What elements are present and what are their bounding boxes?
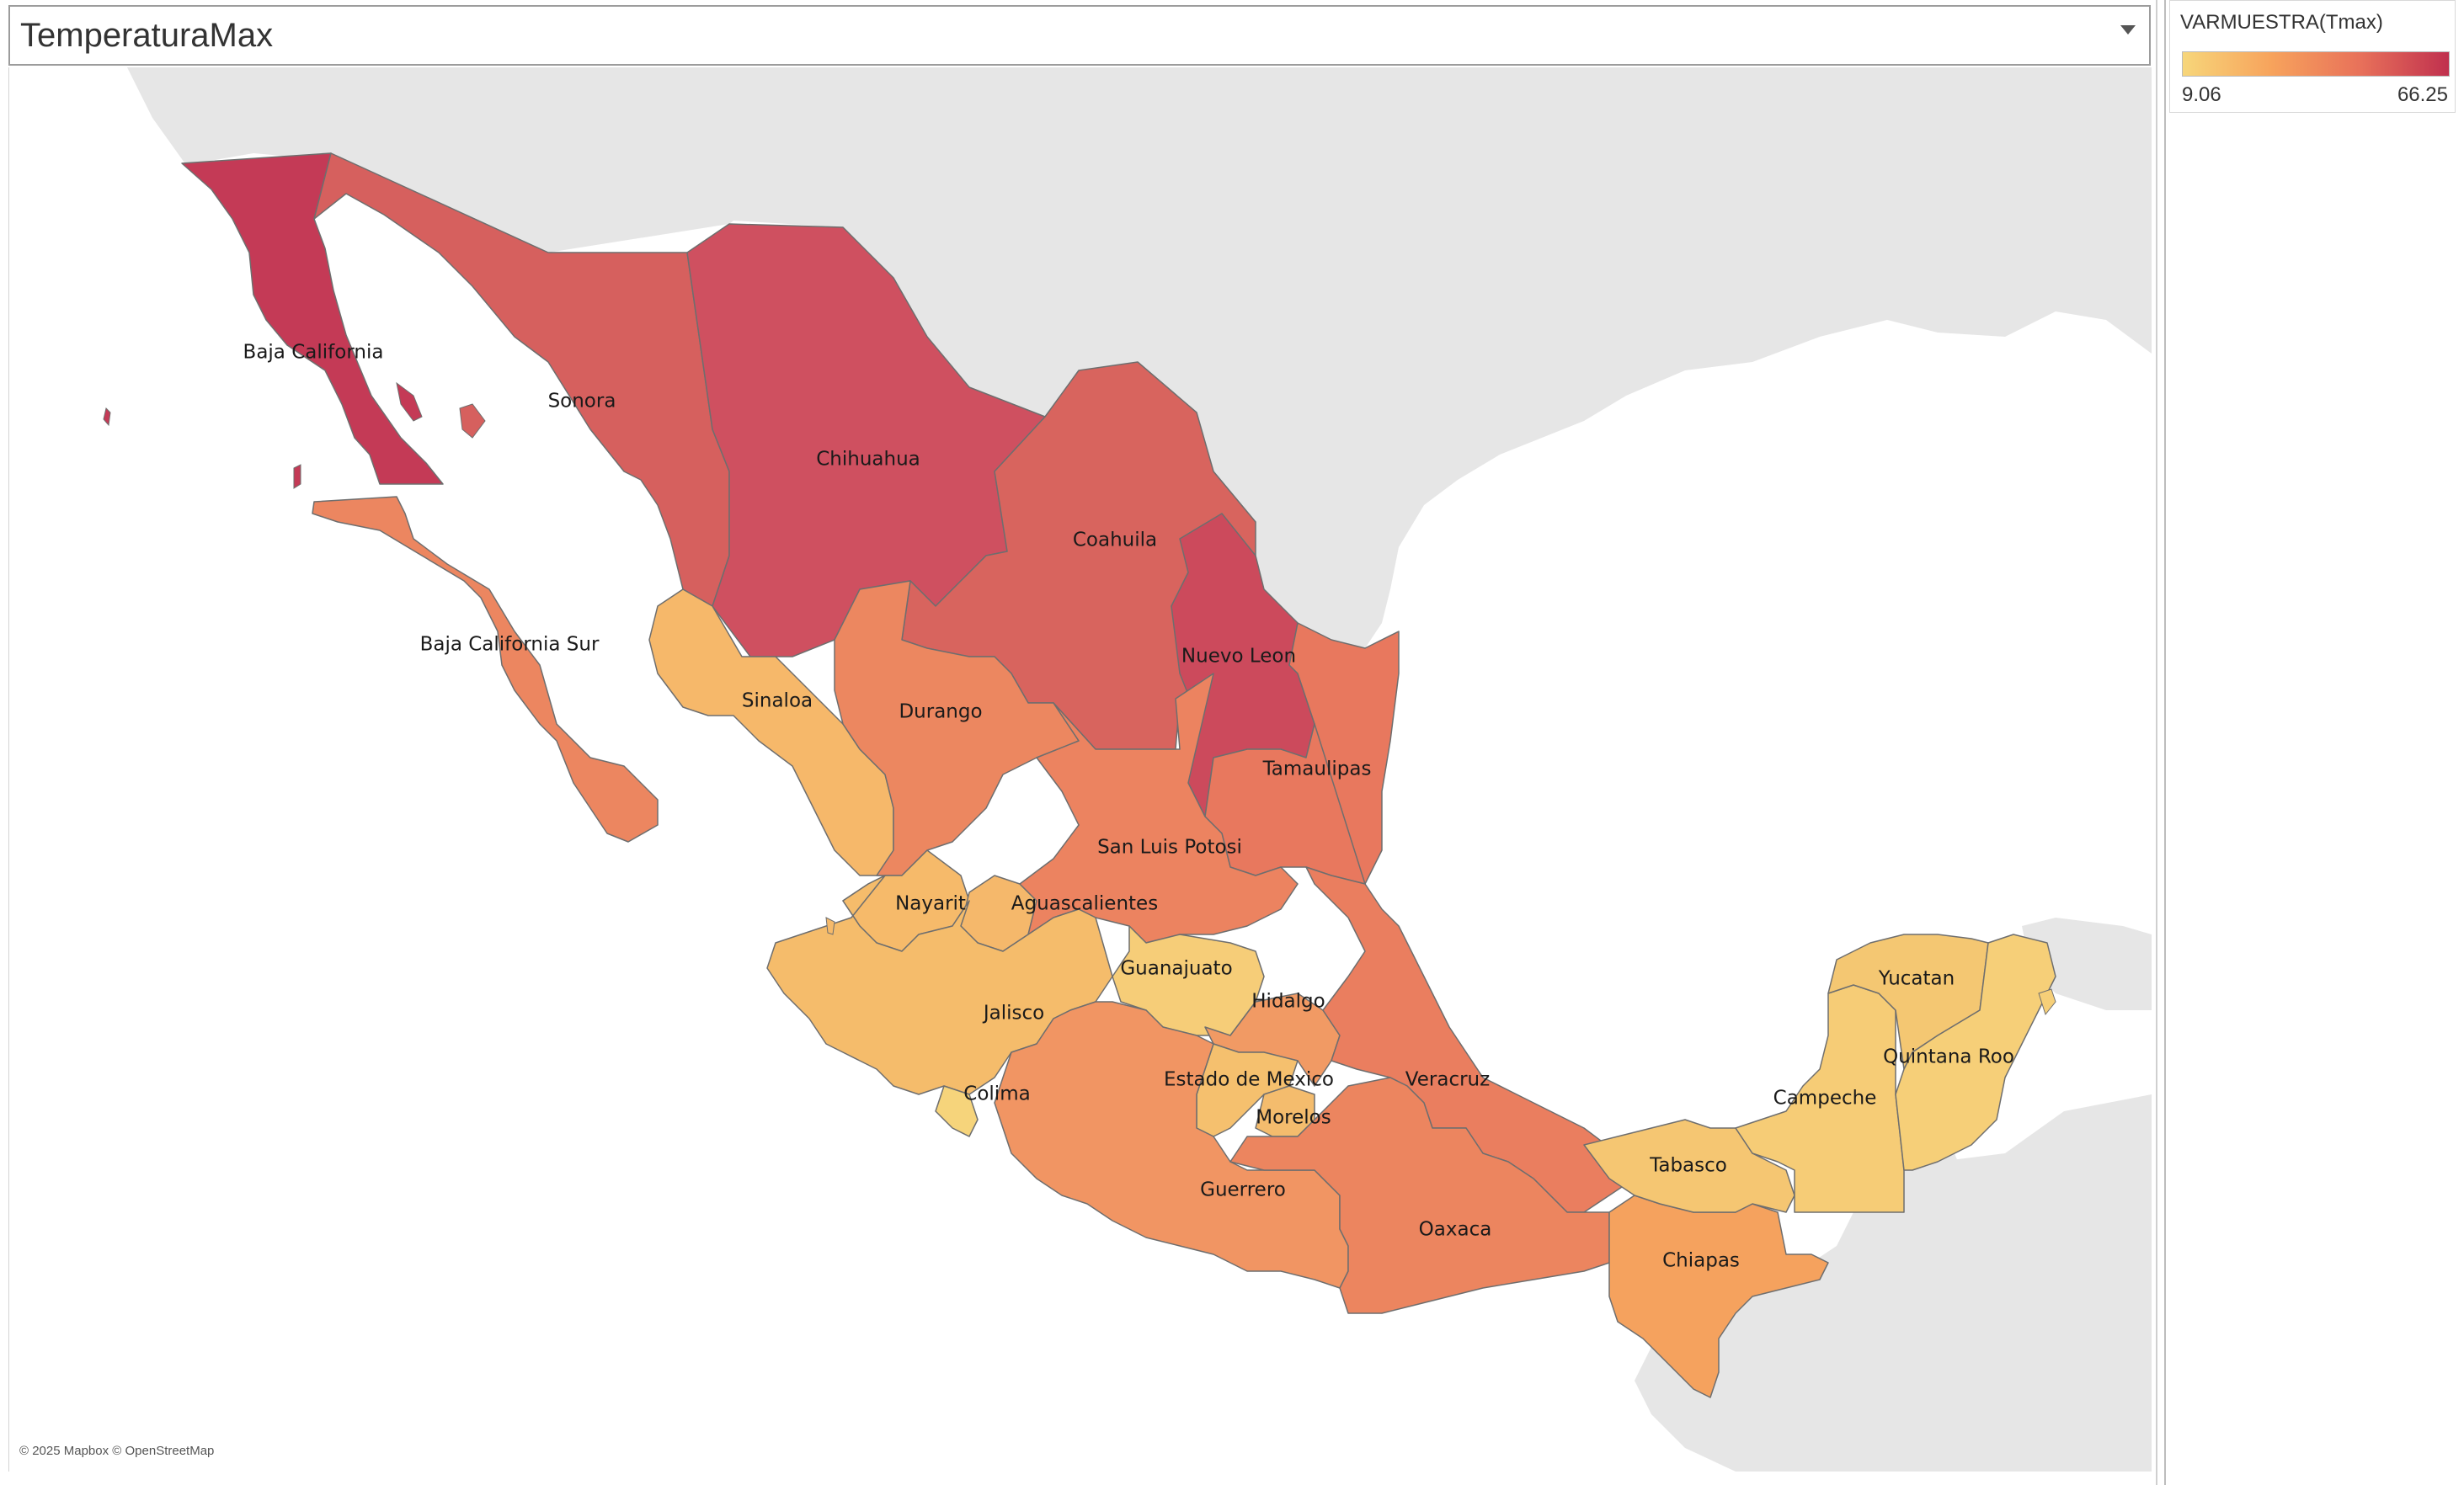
state-label: Nayarit <box>895 893 966 915</box>
legend-gradient <box>2182 51 2450 77</box>
state-label: Guanajuato <box>1120 958 1232 980</box>
panel-divider <box>2156 0 2157 1485</box>
map-title: TemperaturaMax <box>20 17 274 54</box>
map-view[interactable]: Baja California Sonora Chihuahua Coahuil… <box>8 67 2152 1472</box>
legend-min-label: 9.06 <box>2182 83 2221 106</box>
state-san-luis-potosi[interactable] <box>1019 673 1299 944</box>
state-label: Sinaloa <box>742 690 813 712</box>
state-label: Tamaulipas <box>1262 758 1372 780</box>
state-label: Quintana Roo <box>1883 1046 2014 1068</box>
state-label: Coahuila <box>1073 530 1157 551</box>
map-attribution[interactable]: © 2025 Mapbox © OpenStreetMap <box>19 1444 215 1458</box>
state-label: Chihuahua <box>816 449 920 471</box>
state-label: Oaxaca <box>1419 1219 1492 1241</box>
legend-max-label: 66.25 <box>2397 83 2448 106</box>
state-label: Jalisco <box>982 1003 1044 1025</box>
state-label: Tabasco <box>1649 1155 1727 1177</box>
state-label: Yucatan <box>1878 968 1955 990</box>
state-label: Aguascalientes <box>1011 893 1158 915</box>
state-label: Durango <box>899 701 982 723</box>
state-colima[interactable] <box>935 1085 979 1137</box>
legend-title: VARMUESTRA(Tmax) <box>2180 11 2383 34</box>
title-dropdown[interactable]: TemperaturaMax <box>8 5 2151 66</box>
state-label: Baja California Sur <box>420 634 600 656</box>
color-legend[interactable]: VARMUESTRA(Tmax) 9.06 66.25 <box>2169 0 2456 113</box>
state-quintana-roo[interactable] <box>1895 934 2056 1171</box>
state-label: Chiapas <box>1662 1250 1740 1272</box>
state-durango[interactable] <box>834 580 1080 876</box>
state-label: Campeche <box>1773 1088 1877 1110</box>
state-label: Estado de Mexico <box>1164 1069 1334 1091</box>
state-labels: Baja California Sonora Chihuahua Coahuil… <box>243 342 2014 1272</box>
state-tabasco[interactable] <box>1583 1119 1795 1213</box>
state-baja-california[interactable] <box>181 152 444 485</box>
islands <box>103 381 2056 1016</box>
basemap-land <box>127 67 2152 1472</box>
chevron-down-icon[interactable] <box>2120 25 2136 35</box>
state-label: Guerrero <box>1200 1179 1286 1201</box>
map-svg[interactable]: Baja California Sonora Chihuahua Coahuil… <box>9 67 2152 1472</box>
state-shapes[interactable] <box>181 152 2056 1398</box>
state-label: Nuevo Leon <box>1181 646 1296 668</box>
state-label: Hidalgo <box>1251 991 1325 1013</box>
legend-panel <box>2164 0 2464 1485</box>
state-label: Morelos <box>1256 1107 1331 1129</box>
state-label: Veracruz <box>1405 1069 1490 1091</box>
state-label: Colima <box>963 1083 1030 1105</box>
state-baja-california-sur[interactable] <box>312 496 659 843</box>
state-label: Sonora <box>548 391 616 412</box>
state-oaxaca[interactable] <box>1229 1077 1610 1314</box>
state-label: San Luis Potosi <box>1097 837 1242 859</box>
state-label: Baja California <box>243 342 384 364</box>
